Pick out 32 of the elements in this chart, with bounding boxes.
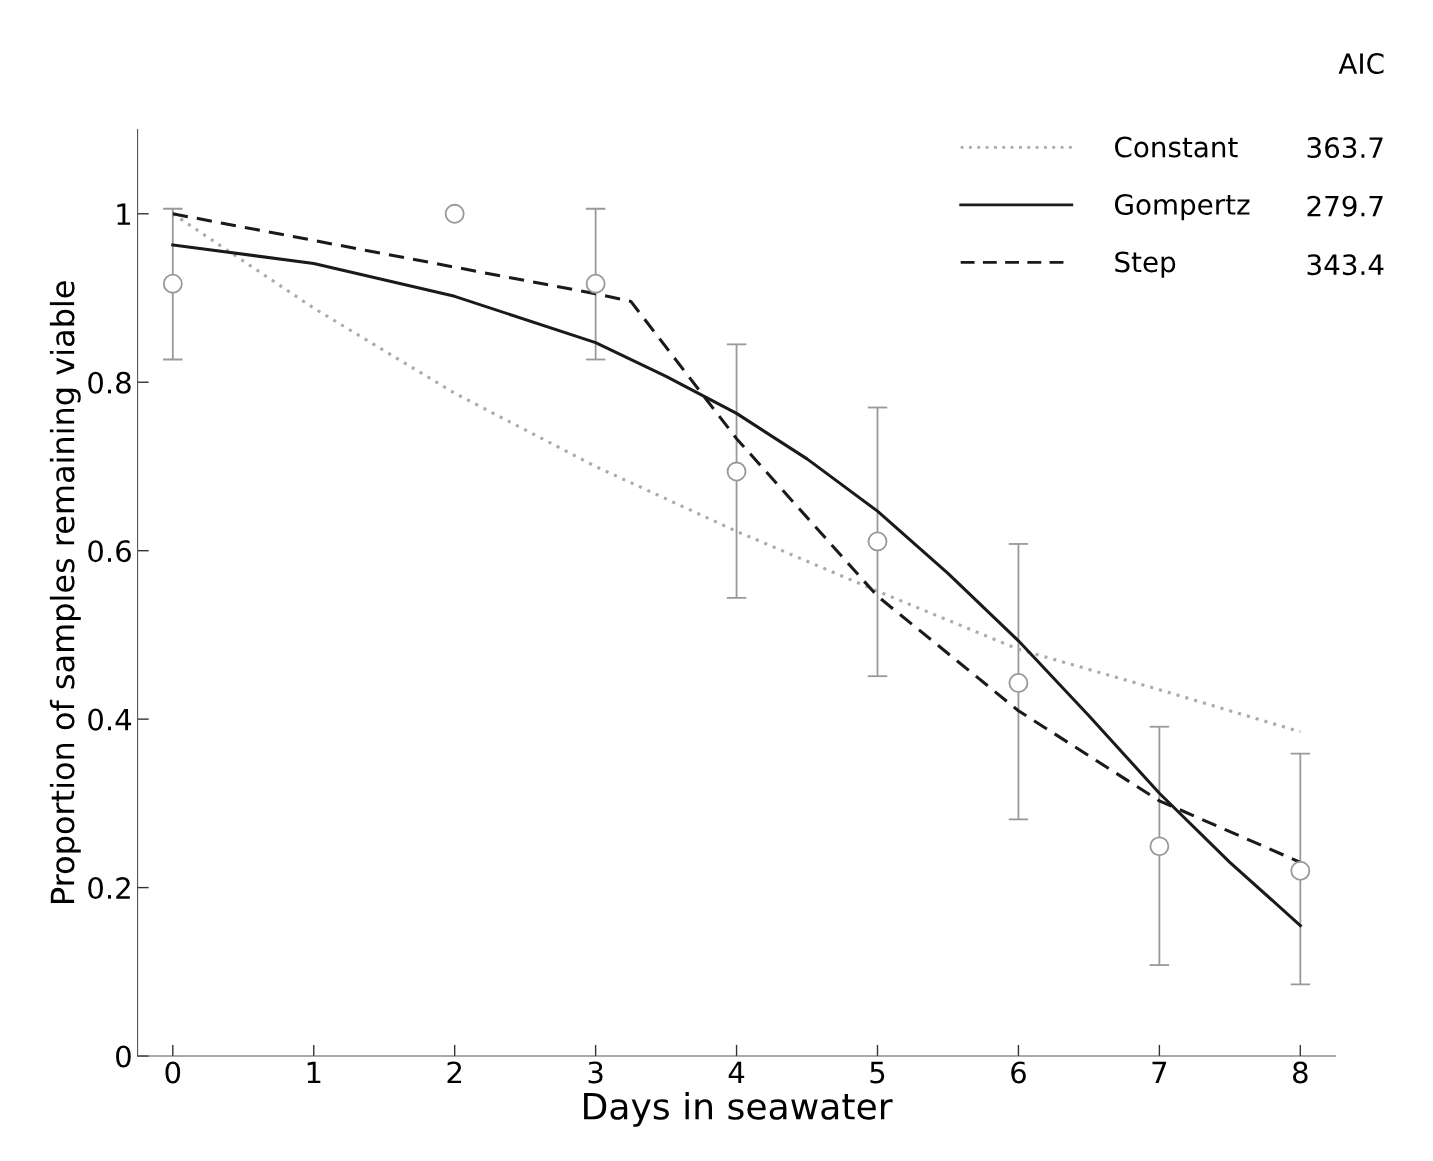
y-tick-label: 0.2 <box>88 877 130 900</box>
y-tick-label: 0.4 <box>88 708 132 731</box>
point <box>726 461 747 482</box>
text: AIC <box>1338 53 1384 75</box>
x-tick-label: 7 <box>1152 1061 1167 1084</box>
point <box>444 203 465 224</box>
point <box>1008 672 1029 693</box>
point <box>162 273 183 294</box>
x-tick-label: 6 <box>1011 1061 1026 1084</box>
point <box>585 273 606 294</box>
annotation: 343.4 <box>1307 254 1384 276</box>
point <box>867 531 888 552</box>
point <box>1149 836 1170 857</box>
x-tick-label: 0 <box>165 1061 181 1084</box>
annotation: 279.7 <box>1307 195 1383 217</box>
x-axis-title: Days in seawater <box>584 1091 893 1127</box>
y-tick-label: 0 <box>116 1045 131 1068</box>
point <box>1290 860 1311 881</box>
legend-label: Gompertz <box>1115 193 1250 221</box>
x-tick-label: 5 <box>870 1061 885 1084</box>
x-tick-label: 8 <box>1293 1061 1308 1084</box>
y-tick-label: 0.6 <box>88 540 131 563</box>
annotation: 363.7 <box>1307 137 1383 159</box>
x-tick-label: 4 <box>728 1061 745 1084</box>
y-tick-label: 1 <box>117 203 131 225</box>
x-tick-label: 1 <box>307 1061 321 1084</box>
legend-label: Constant <box>1115 136 1238 158</box>
y-axis-title: Proportion of samples remaining viable <box>49 281 81 903</box>
y-tick-label: 0.8 <box>88 371 131 394</box>
legend-label: Step <box>1115 251 1176 278</box>
x-tick-label: 3 <box>588 1061 603 1084</box>
x-tick-label: 2 <box>447 1061 462 1084</box>
